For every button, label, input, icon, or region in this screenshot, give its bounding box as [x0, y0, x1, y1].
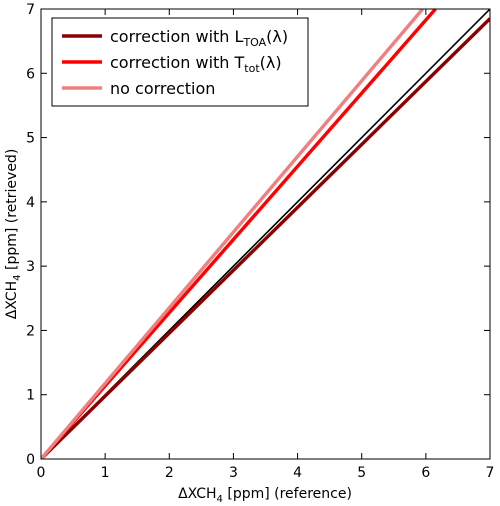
y-tick-label: 5: [26, 131, 35, 147]
legend: correction with LTOA(λ)correction with T…: [51, 17, 309, 107]
y-axis-label: ΔXCH4 [ppm] (retrieved): [4, 149, 23, 320]
series-line-2: [41, 9, 424, 459]
legend-label: correction with Ttot(λ): [110, 53, 282, 75]
y-tick-label: 6: [26, 66, 35, 82]
plot-frame: [40, 8, 491, 460]
x-tick-label: 3: [229, 465, 238, 481]
x-axis-label: ΔXCH4 [ppm] (reference): [178, 486, 352, 505]
x-tick-label: 2: [165, 465, 174, 481]
x-tick-label: 5: [357, 465, 366, 481]
series-layer: [41, 9, 490, 459]
y-tick-label: 7: [26, 2, 35, 18]
legend-items: correction with LTOA(λ)correction with T…: [62, 27, 288, 98]
y-tick-label: 4: [26, 195, 35, 211]
y-tick-label: 1: [26, 388, 35, 404]
x-tick-label: 6: [421, 465, 430, 481]
x-tick-label: 1: [101, 465, 110, 481]
x-tick-label: 4: [293, 465, 302, 481]
x-tick-label: 7: [486, 465, 495, 481]
y-tick-label: 0: [26, 452, 35, 468]
y-tick-label: 3: [26, 259, 35, 275]
y-tick-label: 2: [26, 323, 35, 339]
x-tick-label: 0: [37, 465, 46, 481]
ticks-layer: 0 1 2 3 4 5 6 7 0 1 2 3 4 5 6 7: [26, 2, 494, 481]
legend-label: no correction: [110, 79, 215, 98]
series-line-0: [41, 17, 490, 459]
